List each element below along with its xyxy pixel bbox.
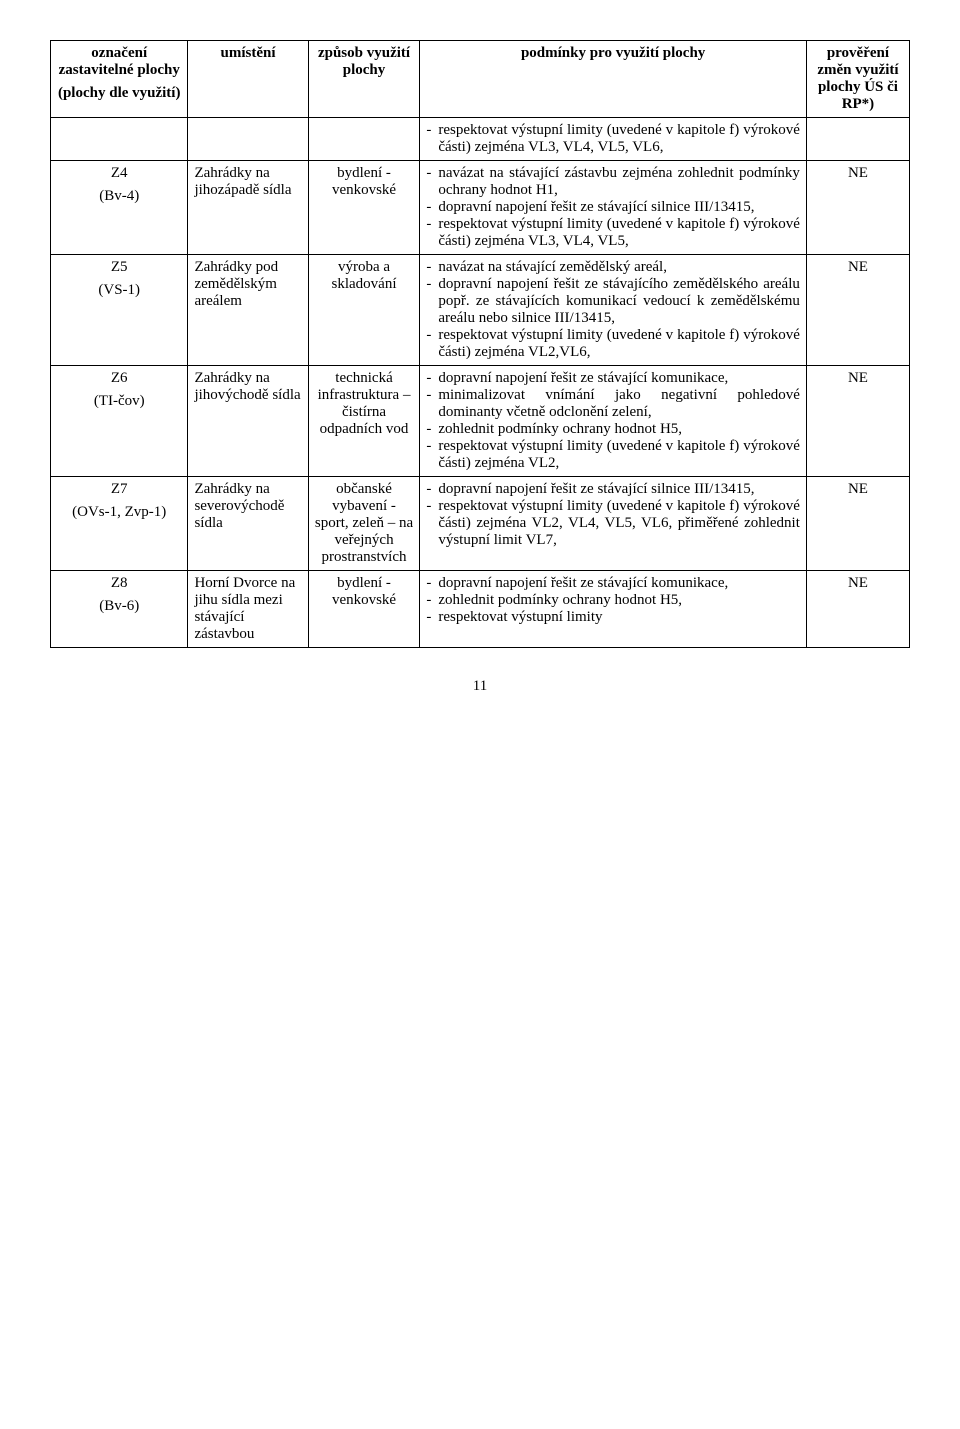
condition-item: minimalizovat vnímání jako negativní poh…: [426, 387, 800, 421]
label-sub: (Bv-6): [57, 598, 181, 615]
cell-check: NE: [806, 161, 909, 255]
table-row: Z5 (VS-1) Zahrádky pod zemědělským areálem…: [51, 255, 910, 366]
table-row: Z8 (Bv-6) Horní Dvorce na jihu sídla mezi …: [51, 571, 910, 648]
cell-place: Zahrádky pod zemědělským areálem: [188, 255, 308, 366]
condition-item: respektovat výstupní limity (uvedené v k…: [426, 438, 800, 472]
cell-check: [806, 118, 909, 161]
col-header-label-line1: označení zastavitelné plochy: [57, 45, 181, 79]
cell-label: Z7 (OVs-1, Zvp-1): [51, 477, 188, 571]
page-number: 11: [50, 678, 910, 695]
table-row: respektovat výstupní limity (uvedené v k…: [51, 118, 910, 161]
label-main: Z7: [57, 481, 181, 498]
cell-place: [188, 118, 308, 161]
label-sub: (VS-1): [57, 282, 181, 299]
condition-item: navázat na stávající zemědělský areál,: [426, 259, 800, 276]
cell-use: bydlení - venkovské: [308, 161, 420, 255]
condition-item: zohlednit podmínky ochrany hodnot H5,: [426, 421, 800, 438]
cell-label: Z4 (Bv-4): [51, 161, 188, 255]
table-header-row: označení zastavitelné plochy (plochy dle…: [51, 41, 910, 118]
cell-label: [51, 118, 188, 161]
cell-conditions: dopravní napojení řešit ze stávající kom…: [420, 571, 807, 648]
cell-conditions: dopravní napojení řešit ze stávající kom…: [420, 366, 807, 477]
label-main: Z4: [57, 165, 181, 182]
cell-check: NE: [806, 571, 909, 648]
table-row: Z7 (OVs-1, Zvp-1) Zahrádky na severovýchod…: [51, 477, 910, 571]
condition-item: dopravní napojení řešit ze stávající sil…: [426, 481, 800, 498]
col-header-label-line2: (plochy dle využití): [57, 85, 181, 102]
condition-item: dopravní napojení řešit ze stávající kom…: [426, 370, 800, 387]
condition-item: navázat na stávající zástavbu zejména zo…: [426, 165, 800, 199]
cell-check: NE: [806, 477, 909, 571]
cell-use: občanské vybavení - sport, zeleň – na ve…: [308, 477, 420, 571]
label-main: Z5: [57, 259, 181, 276]
cell-label: Z5 (VS-1): [51, 255, 188, 366]
cell-conditions: respektovat výstupní limity (uvedené v k…: [420, 118, 807, 161]
col-header-label: označení zastavitelné plochy (plochy dle…: [51, 41, 188, 118]
cell-use: výroba a skladování: [308, 255, 420, 366]
cell-check: NE: [806, 255, 909, 366]
condition-item: zohlednit podmínky ochrany hodnot H5,: [426, 592, 800, 609]
cell-place: Zahrádky na severovýchodě sídla: [188, 477, 308, 571]
condition-item: respektovat výstupní limity (uvedené v k…: [426, 122, 800, 156]
cell-use: bydlení - venkovské: [308, 571, 420, 648]
table-body: respektovat výstupní limity (uvedené v k…: [51, 118, 910, 648]
label-sub: (OVs-1, Zvp-1): [57, 504, 181, 521]
condition-item: respektovat výstupní limity (uvedené v k…: [426, 216, 800, 250]
cell-conditions: dopravní napojení řešit ze stávající sil…: [420, 477, 807, 571]
col-header-conditions: podmínky pro využití plochy: [420, 41, 807, 118]
data-table: označení zastavitelné plochy (plochy dle…: [50, 40, 910, 648]
cell-conditions: navázat na stávající zástavbu zejména zo…: [420, 161, 807, 255]
label-main: Z6: [57, 370, 181, 387]
table-row: Z4 (Bv-4) Zahrádky na jihozápadě sídlabydl…: [51, 161, 910, 255]
cell-use: technická infrastruktura – čistírna odpa…: [308, 366, 420, 477]
cell-use: [308, 118, 420, 161]
table-row: Z6 (TI-čov) Zahrádky na jihovýchodě sídlat…: [51, 366, 910, 477]
cell-place: Zahrádky na jihozápadě sídla: [188, 161, 308, 255]
condition-item: respektovat výstupní limity: [426, 609, 800, 626]
condition-item: dopravní napojení řešit ze stávající sil…: [426, 199, 800, 216]
col-header-place: umístění: [188, 41, 308, 118]
cell-conditions: navázat na stávající zemědělský areál,do…: [420, 255, 807, 366]
condition-item: respektovat výstupní limity (uvedené v k…: [426, 498, 800, 549]
label-main: Z8: [57, 575, 181, 592]
condition-item: dopravní napojení řešit ze stávající kom…: [426, 575, 800, 592]
cell-label: Z6 (TI-čov): [51, 366, 188, 477]
cell-label: Z8 (Bv-6): [51, 571, 188, 648]
cell-place: Horní Dvorce na jihu sídla mezi stávajíc…: [188, 571, 308, 648]
label-sub: (TI-čov): [57, 393, 181, 410]
condition-item: dopravní napojení řešit ze stávajícího z…: [426, 276, 800, 327]
condition-item: respektovat výstupní limity (uvedené v k…: [426, 327, 800, 361]
cell-check: NE: [806, 366, 909, 477]
col-header-use: způsob využití plochy: [308, 41, 420, 118]
label-sub: (Bv-4): [57, 188, 181, 205]
cell-place: Zahrádky na jihovýchodě sídla: [188, 366, 308, 477]
col-header-check: prověření změn využití plochy ÚS či RP*): [806, 41, 909, 118]
